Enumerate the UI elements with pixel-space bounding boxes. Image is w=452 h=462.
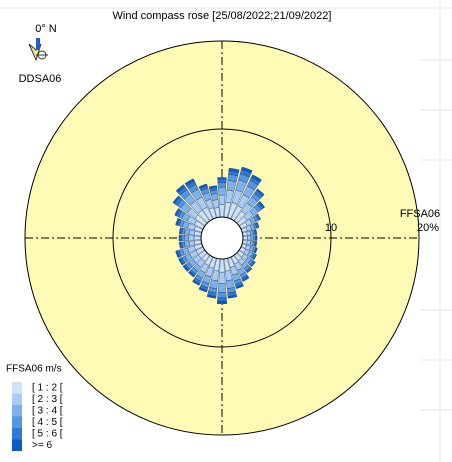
chart-title: Wind compass rose [25/08/2022;21/09/2022… xyxy=(113,10,332,22)
wind-segment xyxy=(217,178,227,184)
wind-segment xyxy=(247,235,252,241)
legend-swatch xyxy=(12,416,22,428)
legend-swatch xyxy=(12,428,22,440)
wind-segment xyxy=(246,267,253,274)
wind-segment xyxy=(255,235,258,241)
wind-segment xyxy=(242,235,248,241)
wind-segment xyxy=(217,297,227,302)
legend-label: [ 1 : 2 [ xyxy=(32,383,63,394)
direction-label: DDSA06 xyxy=(19,73,62,85)
wind-segment xyxy=(258,200,266,209)
wind-segment xyxy=(241,276,250,282)
wind-segment xyxy=(252,254,258,260)
legend-swatch xyxy=(12,405,22,417)
legend-label: [ 5 : 6 [ xyxy=(32,429,63,440)
legend-swatch xyxy=(12,382,22,394)
wind-segment xyxy=(227,294,238,299)
wind-segment xyxy=(217,177,227,180)
wind-segment xyxy=(217,292,227,298)
wind-segment xyxy=(216,300,228,305)
plot-area: 10 20% xyxy=(24,40,439,436)
wind-segment xyxy=(178,257,184,266)
r-tick-label: 20% xyxy=(417,222,439,234)
wind-segment xyxy=(175,184,186,193)
wind-segment xyxy=(250,235,254,241)
wind-segment xyxy=(206,294,217,299)
legend-label: [ 2 : 3 [ xyxy=(32,394,63,405)
wind-segment xyxy=(256,213,261,220)
calm-circle xyxy=(200,216,244,260)
r-tick-label: 10 xyxy=(325,222,337,234)
wind-segment xyxy=(217,283,227,293)
wind-segment xyxy=(179,234,182,242)
legend-swatch xyxy=(12,439,22,451)
wind-segment xyxy=(178,234,181,242)
wind-segment xyxy=(235,284,244,289)
legend: [ 1 : 2 [[ 2 : 3 [[ 3 : 4 [[ 4 : 5 [[ 5 … xyxy=(12,382,63,451)
wind-segment xyxy=(179,227,182,234)
wind-segment xyxy=(256,221,260,228)
wind-segment xyxy=(253,235,256,241)
wind-segment xyxy=(184,178,195,186)
wind-segment xyxy=(175,217,180,226)
wind-segment xyxy=(175,250,180,259)
wind-segment xyxy=(181,234,185,242)
wind-segment xyxy=(179,242,182,249)
wind-segment xyxy=(251,174,262,183)
legend-label: >= 6 xyxy=(32,440,52,451)
wind-segment xyxy=(172,195,181,204)
wind-segment xyxy=(241,166,253,174)
wind-segment xyxy=(198,287,208,293)
wind-segment xyxy=(174,208,181,217)
wind-segment xyxy=(218,194,226,205)
wind-segment xyxy=(254,241,258,247)
wind-segment xyxy=(193,235,202,241)
legend-label: [ 3 : 4 [ xyxy=(32,406,63,417)
wind-segment xyxy=(188,271,196,278)
wind-segment xyxy=(219,258,225,273)
legend-swatch xyxy=(12,393,22,405)
wind-segment xyxy=(254,229,258,235)
wind-segment xyxy=(218,271,226,284)
wind-segment xyxy=(228,167,240,173)
wind-segment xyxy=(198,183,208,189)
wind-segment xyxy=(250,261,256,268)
wind-segment xyxy=(256,188,265,197)
legend-title: FFSA06 m/s xyxy=(6,364,62,375)
wind-segment xyxy=(219,204,225,218)
wind-segment xyxy=(182,264,189,272)
compass-icon xyxy=(28,38,48,62)
north-label: 0° N xyxy=(35,23,57,35)
wind-segment xyxy=(208,185,218,189)
wind-segment xyxy=(254,247,258,254)
wind-segment xyxy=(218,186,226,196)
radial-label: FFSA06 xyxy=(400,208,440,220)
wind-segment xyxy=(184,235,189,241)
wind-segment xyxy=(192,279,201,286)
wind-segment xyxy=(188,235,195,241)
legend-label: [ 4 : 5 [ xyxy=(32,417,63,428)
wind-segment xyxy=(217,182,227,188)
